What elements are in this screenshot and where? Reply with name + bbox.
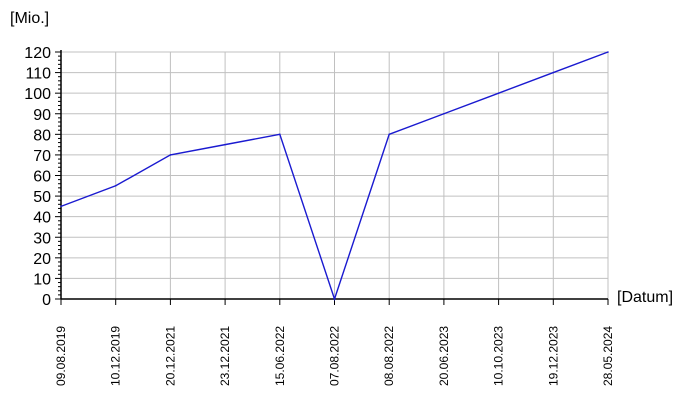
x-tick-label: 19.12.2023 <box>546 326 560 386</box>
x-tick-label: 10.10.2023 <box>492 326 506 386</box>
data-point <box>497 92 500 94</box>
data-point <box>607 51 609 53</box>
x-tick-label: 08.08.2022 <box>382 326 396 386</box>
x-tick-label: 15.06.2022 <box>273 326 287 386</box>
series-group <box>60 51 609 302</box>
x-tick-label: 10.12.2019 <box>109 326 123 386</box>
data-point <box>224 143 226 146</box>
x-tick-label: 20.12.2021 <box>163 326 177 386</box>
data-point <box>443 112 445 115</box>
y-axis-label: [Mio.] <box>10 10 50 27</box>
x-tick-label: 20.06.2023 <box>437 326 451 386</box>
y-tick-label: 100 <box>24 86 51 103</box>
y-tick-label: 10 <box>33 271 51 288</box>
data-point <box>388 133 391 136</box>
x-tick-label: 09.08.2019 <box>54 326 68 386</box>
y-tick-labels: 0 10 20 30 40 50 60 70 80 90 100 110 120 <box>24 45 51 309</box>
data-point <box>552 71 555 74</box>
y-tick-label: 20 <box>33 251 51 268</box>
y-tick-label: 90 <box>33 107 51 124</box>
y-tick-label: 50 <box>33 189 51 206</box>
x-tick-label: 23.12.2021 <box>218 326 232 386</box>
x-tick-label: 28.05.2024 <box>601 326 615 386</box>
grid-lines <box>61 51 609 299</box>
y-tick-label: 120 <box>24 45 51 62</box>
y-tick-label: 70 <box>33 148 51 165</box>
data-point <box>169 154 172 156</box>
y-tick-label: 40 <box>33 210 51 227</box>
x-tick-labels: 09.08.2019 10.12.2019 20.12.2021 23.12.2021… <box>54 326 615 386</box>
data-point <box>60 205 62 208</box>
x-tick-label: 07.08.2022 <box>328 326 342 386</box>
y-tick-label: 30 <box>33 230 51 247</box>
data-point <box>279 133 281 136</box>
data-point <box>114 184 117 187</box>
x-axis-label: [Datum] <box>617 289 674 306</box>
data-point <box>333 298 336 300</box>
y-tick-label: 110 <box>25 66 51 83</box>
y-tick-label: 80 <box>33 127 51 144</box>
y-tick-label: 0 <box>42 292 51 309</box>
axes <box>55 50 609 305</box>
y-tick-label: 60 <box>33 169 51 186</box>
